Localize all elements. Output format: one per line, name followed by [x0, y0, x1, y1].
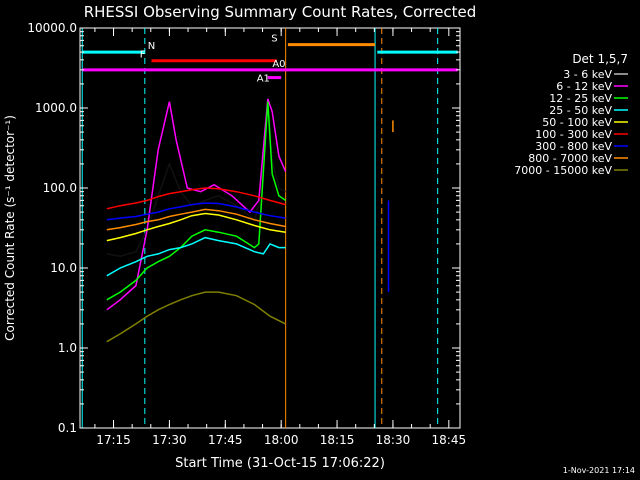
x-axis-ticks: 17:15 17:30 17:45 18:00 18:15 18:30 18:45 — [94, 28, 467, 447]
vertical-markers — [81, 28, 439, 428]
chart-title: RHESSI Observing Summary Count Rates, Co… — [84, 3, 477, 21]
flag-label: A1 — [257, 74, 270, 85]
flag-label: A0 — [272, 59, 285, 70]
series-lines — [106, 98, 394, 343]
legend-label: 300 - 800 keV — [535, 140, 612, 153]
series-line — [106, 202, 286, 221]
y-tick-label: 0.1 — [58, 421, 77, 435]
x-tick-label: 18:00 — [264, 433, 299, 447]
legend-label: 25 - 50 keV — [549, 104, 612, 117]
flag-label: S — [271, 34, 277, 45]
flag-label: F — [140, 50, 146, 61]
flag-label: N — [148, 41, 155, 52]
x-axis-label: Start Time (31-Oct-15 17:06:22) — [175, 456, 385, 471]
legend-label: 12 - 25 keV — [549, 92, 612, 105]
series-line — [106, 101, 287, 301]
y-axis-ticks: 0.1 1.0 10.0 100.0 1000.0 10000.0 — [27, 21, 460, 435]
series-line — [106, 212, 286, 242]
footer-timestamp: 1-Nov-2021 17:14 — [563, 466, 635, 475]
series-line — [106, 208, 286, 231]
y-tick-label: 1000.0 — [35, 101, 77, 115]
y-axis-label: Corrected Count Rate (s⁻¹ detector⁻¹) — [3, 115, 17, 341]
series-line — [106, 98, 287, 311]
y-tick-label: 10.0 — [50, 261, 77, 275]
legend-label: 7000 - 15000 keV — [514, 164, 612, 177]
x-tick-label: 18:30 — [376, 433, 411, 447]
plot-frame — [79, 27, 461, 429]
legend-label: 6 - 12 keV — [556, 80, 612, 93]
y-tick-label: 100.0 — [43, 181, 77, 195]
series-line — [106, 187, 286, 210]
x-tick-label: 18:45 — [432, 433, 467, 447]
legend-title: Det 1,5,7 — [572, 52, 628, 66]
legend-label: 3 - 6 keV — [563, 68, 612, 81]
series-line — [106, 236, 286, 277]
x-tick-label: 17:45 — [208, 433, 243, 447]
legend-label: 800 - 7000 keV — [528, 152, 612, 165]
x-tick-label: 17:15 — [96, 433, 131, 447]
y-tick-label: 1.0 — [58, 341, 77, 355]
series-line — [106, 291, 286, 343]
legend-label: 50 - 100 keV — [542, 116, 612, 129]
x-tick-label: 18:15 — [320, 433, 355, 447]
x-tick-label: 17:30 — [152, 433, 187, 447]
y-tick-label: 10000.0 — [27, 21, 77, 35]
legend-label: 100 - 300 keV — [535, 128, 612, 141]
